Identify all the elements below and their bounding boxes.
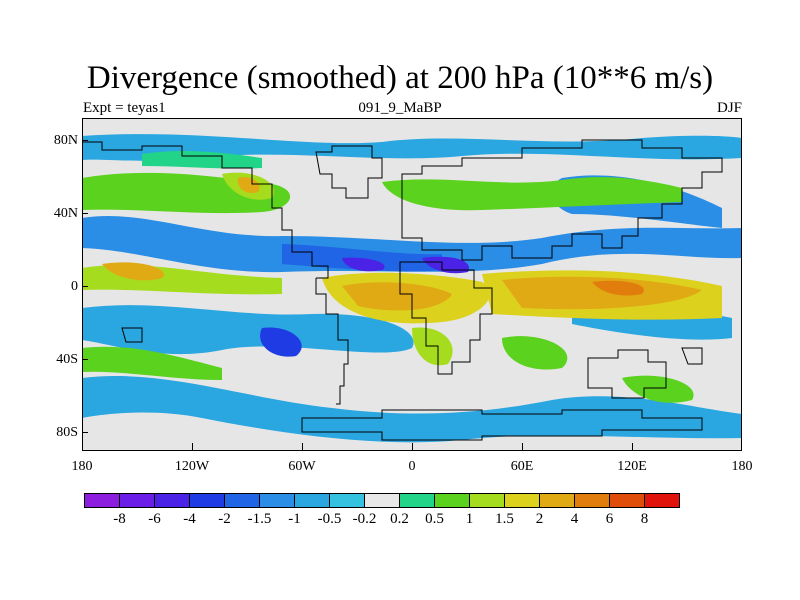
coastlines <box>82 139 723 441</box>
y-tick <box>82 432 88 433</box>
colorbar-swatch <box>84 493 120 508</box>
x-tick-label: 120W <box>174 459 210 474</box>
divergence-field-band <box>82 305 414 355</box>
divergence-field-band <box>282 244 442 272</box>
x-tick-label: 60E <box>510 459 534 474</box>
colorbar-swatch <box>434 493 470 508</box>
y-tick-label: 40S <box>56 352 78 367</box>
x-tick <box>192 443 193 450</box>
y-tick <box>82 286 88 287</box>
colorbar-label: -1.5 <box>247 511 272 527</box>
divergence-field-band <box>82 215 742 273</box>
x-tick-label: 0 <box>408 459 416 474</box>
divergence-field-band <box>260 327 302 357</box>
y-tick <box>82 359 88 360</box>
divergence-map <box>82 118 742 451</box>
plot-title: Divergence (smoothed) at 200 hPa (10**6 … <box>86 60 714 96</box>
x-tick-label: 180 <box>731 459 753 474</box>
y-tick-label: 80S <box>56 425 78 440</box>
colorbar-label: 1 <box>465 511 474 527</box>
colorbar-label: 8 <box>640 511 649 527</box>
colorbar-label: -1 <box>288 511 301 527</box>
divergence-field-band <box>142 151 262 169</box>
y-tick <box>82 140 88 141</box>
experiment-label: Expt = teyas1 <box>83 100 166 116</box>
colorbar-swatch <box>364 493 400 508</box>
colorbar <box>84 493 680 508</box>
divergence-field-band <box>102 262 164 281</box>
colorbar-label: -2 <box>218 511 231 527</box>
y-tick-label: 0 <box>71 279 78 294</box>
colorbar-swatch <box>574 493 610 508</box>
y-tick-label: 80N <box>53 133 78 148</box>
divergence-field-band <box>342 282 452 311</box>
colorbar-swatch <box>609 493 645 508</box>
colorbar-swatch <box>189 493 225 508</box>
divergence-field-band <box>622 375 694 403</box>
colorbar-label: -4 <box>183 511 196 527</box>
y-tick-label: 40N <box>53 206 78 221</box>
divergence-field-band <box>382 177 682 211</box>
x-tick <box>522 443 523 450</box>
colorbar-swatch <box>644 493 680 508</box>
x-tick <box>302 443 303 450</box>
x-tick <box>632 443 633 450</box>
colorbar-swatch <box>504 493 540 508</box>
x-tick-label: 60W <box>288 459 316 474</box>
divergence-field-band <box>422 256 469 274</box>
colorbar-swatch <box>399 493 435 508</box>
colorbar-swatch <box>154 493 190 508</box>
colorbar-label: 1.5 <box>495 511 514 527</box>
colorbar-swatch <box>224 493 260 508</box>
colorbar-swatch <box>539 493 575 508</box>
divergence-field-band <box>502 276 702 310</box>
colorbar-label: 0.2 <box>390 511 409 527</box>
colorbar-label: 2 <box>535 511 544 527</box>
colorbar-label: 0.5 <box>425 511 444 527</box>
y-tick <box>82 213 88 214</box>
x-tick <box>412 443 413 450</box>
colorbar-swatch <box>469 493 505 508</box>
divergence-field-band <box>82 375 742 443</box>
colorbar-label: -0.2 <box>352 511 377 527</box>
x-tick-label: 180 <box>71 459 93 474</box>
colorbar-swatch <box>329 493 365 508</box>
season-label: DJF <box>716 100 742 116</box>
colorbar-label: -0.5 <box>317 511 342 527</box>
colorbar-label: 4 <box>570 511 579 527</box>
divergence-field-band <box>82 346 222 380</box>
colorbar-swatch <box>119 493 155 508</box>
colorbar-label: 6 <box>605 511 614 527</box>
divergence-field-band <box>592 280 644 296</box>
x-tick-label: 120E <box>617 459 647 474</box>
divergence-field-band <box>82 134 742 161</box>
divergence-field-band <box>502 336 568 370</box>
colorbar-label: -6 <box>148 511 161 527</box>
run-label: 091_9_MaBP <box>358 100 442 116</box>
colorbar-label: -8 <box>113 511 126 527</box>
divergence-field-band <box>237 177 260 194</box>
colorbar-swatch <box>294 493 330 508</box>
colorbar-swatch <box>259 493 295 508</box>
divergence-field-band <box>342 257 385 272</box>
